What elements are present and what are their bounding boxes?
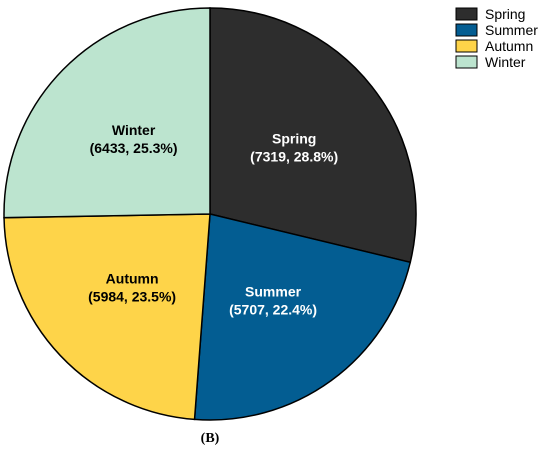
slice-label-autumn: Autumn (5984, 23.5%)	[88, 271, 176, 305]
legend-swatch-winter	[455, 55, 478, 69]
pie-slice-winter	[3, 7, 211, 219]
slice-label-summer: Summer (5707, 22.4%)	[229, 284, 317, 318]
legend-label-winter: Winter	[485, 54, 526, 70]
legend-swatch-autumn	[455, 39, 478, 53]
pie-slice-labels: Spring (7319, 28.8%) Summer (5707, 22.4%) Au…	[88, 122, 338, 318]
panel-label: (B)	[201, 431, 220, 446]
legend-label-spring: Spring	[485, 6, 525, 22]
pie-slice-autumn	[3, 213, 211, 421]
legend-swatch-spring	[455, 7, 478, 21]
pie-slices	[3, 7, 417, 421]
legend-swatch-summer	[455, 23, 478, 37]
slice-label-winter: Winter (6433, 25.3%)	[90, 122, 178, 156]
pie-slice-summer	[193, 213, 412, 421]
slice-label-spring: Spring (7319, 28.8%)	[250, 131, 338, 165]
legend-label-summer: Summer	[485, 22, 538, 38]
legend-label-autumn: Autumn	[485, 38, 533, 54]
pie-slice-spring	[209, 7, 417, 264]
